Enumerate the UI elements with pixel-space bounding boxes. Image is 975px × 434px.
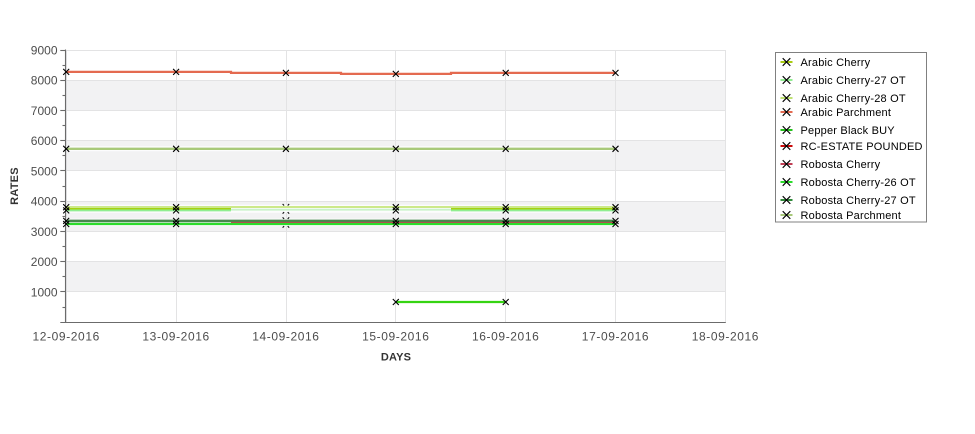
svg-text:Arabic Cherry-27 OT: Arabic Cherry-27 OT xyxy=(801,75,906,87)
svg-text:16-09-2016: 16-09-2016 xyxy=(472,330,539,344)
svg-text:3000: 3000 xyxy=(31,225,58,239)
svg-text:15-09-2016: 15-09-2016 xyxy=(362,330,429,344)
svg-text:12-09-2016: 12-09-2016 xyxy=(33,330,100,344)
svg-text:7000: 7000 xyxy=(31,104,58,118)
svg-text:14-09-2016: 14-09-2016 xyxy=(252,330,319,344)
svg-text:RATES: RATES xyxy=(9,167,21,205)
svg-text:5000: 5000 xyxy=(31,165,58,179)
svg-text:4000: 4000 xyxy=(31,195,58,209)
svg-text:RC-ESTATE POUNDED: RC-ESTATE POUNDED xyxy=(801,141,923,153)
svg-text:Arabic Cherry-28 OT: Arabic Cherry-28 OT xyxy=(801,93,906,105)
svg-text:9000: 9000 xyxy=(31,44,58,58)
svg-text:Pepper Black BUY: Pepper Black BUY xyxy=(801,125,896,137)
svg-text:Robosta Cherry: Robosta Cherry xyxy=(801,159,881,171)
svg-text:Arabic Parchment: Arabic Parchment xyxy=(801,107,892,119)
svg-text:Robosta Parchment: Robosta Parchment xyxy=(801,210,902,222)
svg-text:17-09-2016: 17-09-2016 xyxy=(582,330,649,344)
svg-text:8000: 8000 xyxy=(31,74,58,88)
svg-text:Robosta Cherry-26 OT: Robosta Cherry-26 OT xyxy=(801,177,916,189)
svg-text:DAYS: DAYS xyxy=(381,352,411,364)
svg-text:1000: 1000 xyxy=(31,286,58,300)
svg-text:6000: 6000 xyxy=(31,134,58,148)
svg-text:18-09-2016: 18-09-2016 xyxy=(692,330,759,344)
svg-text:2000: 2000 xyxy=(31,255,58,269)
svg-text:13-09-2016: 13-09-2016 xyxy=(142,330,209,344)
svg-text:Robosta Cherry-27 OT: Robosta Cherry-27 OT xyxy=(801,195,916,207)
svg-text:Arabic Cherry: Arabic Cherry xyxy=(801,57,871,69)
